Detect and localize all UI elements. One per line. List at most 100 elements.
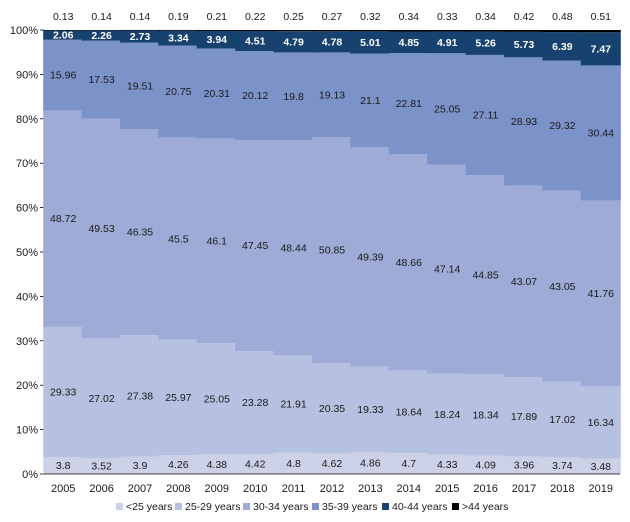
bar-segment [580,200,621,386]
y-tick-label: 70% [16,158,38,170]
bar-segment [312,453,352,474]
data-label: 2.26 [91,30,112,42]
data-label: 43.05 [549,281,575,293]
bar-segment [43,39,84,111]
bar-segment [580,30,621,33]
data-label: 4.38 [207,459,228,471]
data-label: 17.53 [88,74,114,86]
top-labels: 0.13 0.14 0.14 0.19 0.21 0.22 0.25 0.27 0.32 0.34… [53,11,611,23]
data-label: 19.13 [319,89,345,101]
legend-swatch [175,503,182,510]
bar-segment [81,458,122,474]
data-label: 47.45 [242,240,268,252]
bar-segment [81,338,122,459]
y-tick-label: 80% [16,114,38,126]
x-tick-label: 2019 [589,483,613,495]
data-label: 46.1 [207,235,228,247]
bar-segment [504,376,544,457]
bar-segment [158,45,199,138]
x-tick-label: 2013 [358,483,382,495]
data-label: 41.76 [588,288,614,300]
bar-segment [350,31,391,54]
bar-segment [235,454,276,474]
top-data-label: 0.51 [591,11,612,23]
legend: <25 years 25-29 years 30-34 years 35-39 yea… [116,501,508,513]
bar-segment [388,30,429,32]
data-label: 4.42 [245,459,266,471]
top-data-label: 0.19 [168,11,189,23]
bar-segment [580,385,621,459]
bar-segment [43,30,84,31]
bar-segment [273,31,314,53]
data-label: 3.74 [552,460,573,472]
top-data-label: 0.14 [130,11,151,23]
bar-segment [312,137,352,364]
data-label: 27.38 [127,390,153,402]
data-label: 4.62 [322,458,343,470]
x-tick-label: 2009 [205,483,229,495]
data-label: 2.06 [53,30,74,42]
legend-swatch [116,503,123,510]
bar-segment [81,40,122,119]
bar-segment [196,343,237,455]
bar-segment [43,30,84,40]
bar-segment [542,457,583,474]
legend-swatch [382,503,389,510]
data-label: 21.1 [360,95,381,107]
bar-segment [427,373,468,455]
y-tick-label: 0% [22,469,38,481]
legend-label: 30-34 years [253,501,308,513]
data-label: 4.78 [322,36,343,48]
x-tick-label: 2008 [166,483,190,495]
y-tick-label: 30% [16,336,38,348]
legend-swatch [452,503,459,510]
data-label: 4.26 [168,459,189,471]
data-label: 49.39 [357,251,383,263]
bar-segment [465,54,506,176]
legend-label: <25 years [126,501,172,513]
bar-segment [273,30,314,32]
data-label: 22.81 [396,98,422,110]
data-label: 4.91 [437,37,458,49]
data-label: 17.02 [549,414,575,426]
y-tick-label: 90% [16,69,38,81]
bar-segment [350,29,391,32]
bar-segment [235,351,276,455]
data-label: 4.85 [399,37,420,49]
data-label: 4.79 [283,36,304,48]
bar-segment [580,32,621,66]
bar-segment [158,30,199,46]
top-data-label: 0.48 [552,11,573,23]
data-label: 19.8 [283,91,304,103]
bar-segment [158,29,199,31]
bar-segment [350,452,391,474]
bar-segment [388,453,429,474]
data-label: 19.51 [127,81,153,93]
data-label: 18.64 [396,406,422,418]
data-label: 27.02 [88,393,114,405]
bar-segment [465,455,506,474]
y-tick-label: 100% [10,25,38,37]
data-label: 3.96 [514,460,535,472]
x-tick-label: 2006 [89,483,113,495]
bar-segment [388,370,429,454]
x-tick-label: 2010 [243,483,267,495]
top-data-label: 0.27 [322,11,343,23]
bar-segment [196,138,237,344]
bar-segment [235,30,276,52]
legend-swatch [312,503,319,510]
data-label: 5.26 [475,38,496,50]
x-tick-label: 2005 [51,483,75,495]
top-data-label: 0.42 [514,11,535,23]
data-label: 4.51 [245,35,266,47]
data-label: 43.07 [511,276,537,288]
bar-segment [273,452,314,474]
data-label: 45.5 [168,233,189,245]
bar-segment [427,164,468,374]
y-tick-label: 10% [16,425,38,437]
bar-segment [350,366,391,453]
bar-segment [542,381,583,458]
top-data-label: 0.14 [91,11,112,23]
bar-segment [465,374,506,456]
